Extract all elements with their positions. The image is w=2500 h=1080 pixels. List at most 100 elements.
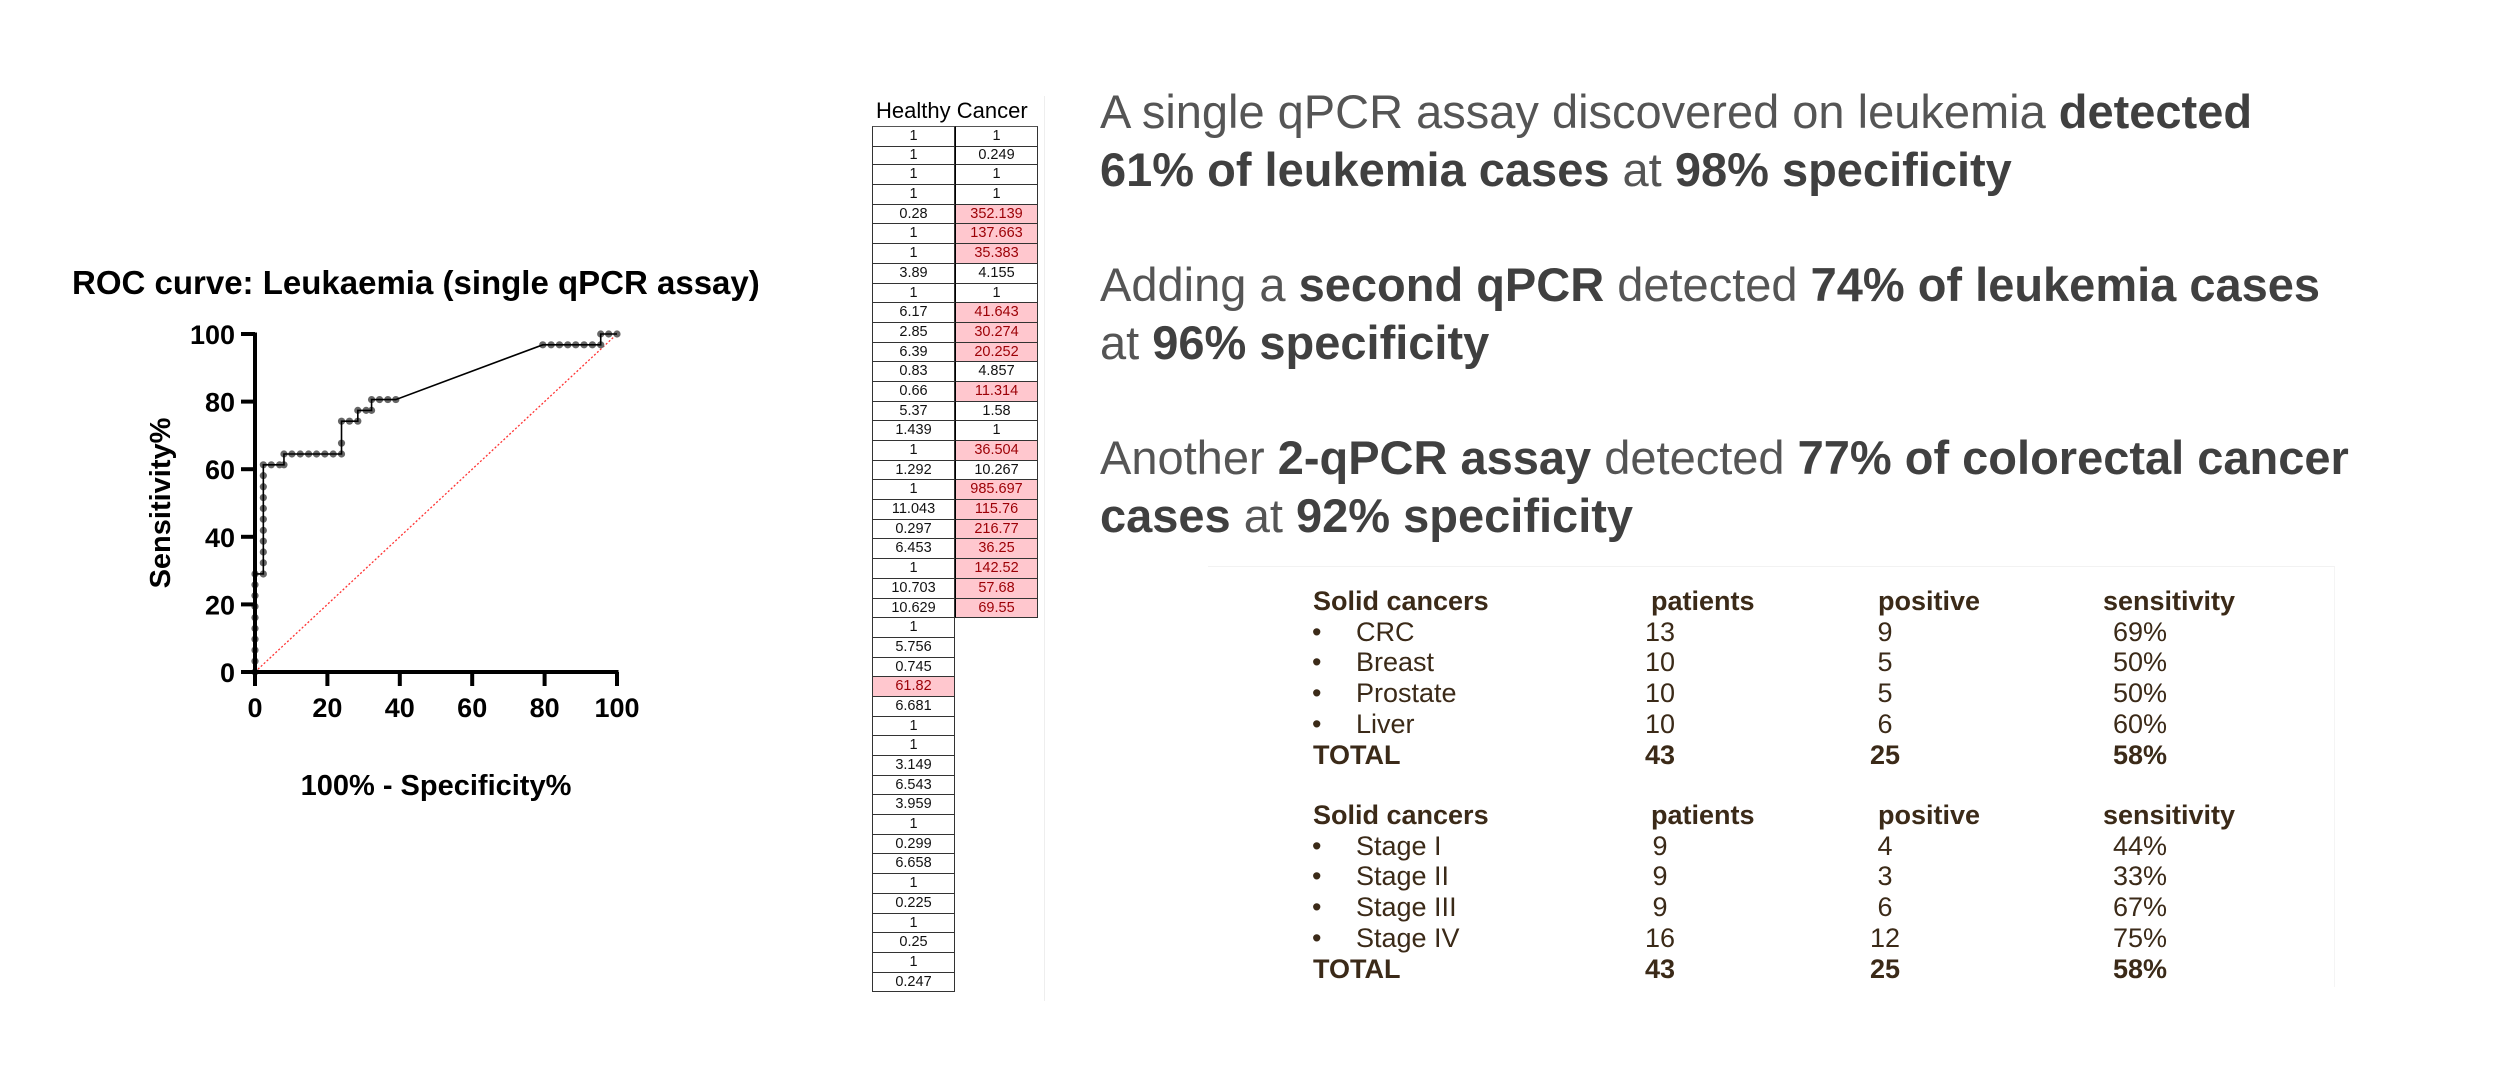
column-header: positive (1878, 800, 1981, 830)
healthy-cell: 10.629 (872, 598, 955, 619)
cancer-cell: 57.68 (955, 578, 1038, 599)
total-label: TOTAL (1313, 739, 1401, 770)
y-tick-label: 0 (220, 658, 235, 688)
row-label: Liver (1356, 708, 1415, 739)
table-row: 1 (872, 952, 1038, 973)
cancer-cell: 30.274 (955, 322, 1038, 343)
table-row: 1 35.383 (872, 244, 1038, 264)
table-row: 1 (872, 618, 1038, 638)
table-row: 6.658 (872, 854, 1038, 875)
x-tick-label: 80 (530, 693, 560, 723)
healthy-cell: 1 (872, 480, 955, 501)
healthy-cell: 1 (872, 441, 955, 461)
positive-value: 3 (1877, 861, 1893, 892)
table-row: 1 (872, 874, 1038, 894)
sensitivity-value: 75% (2112, 922, 2168, 953)
x-tick-label: 20 (312, 693, 342, 723)
column-header: patients (1651, 800, 1755, 830)
headline-text: 74% of leukemia cases (1810, 258, 2321, 311)
healthy-cell: 1 (872, 224, 955, 245)
table-row: 3.149 (872, 756, 1038, 776)
column-header: sensitivity (2103, 800, 2236, 830)
positive-value: 4 (1877, 830, 1893, 861)
cancer-cell: 35.383 (955, 244, 1038, 264)
column-header: Solid cancers (1313, 586, 1489, 616)
y-axis-label: Sensitivity% (145, 417, 177, 588)
sensitivity-value: 50% (2112, 647, 2168, 678)
healthy-cell: 1 (872, 559, 955, 579)
sensitivity-value: 50% (2112, 678, 2168, 709)
cancer-cell: 41.643 (955, 303, 1038, 323)
healthy-cell: 5.37 (872, 401, 955, 422)
table-row: 0.225 (872, 893, 1038, 914)
row-label: Breast (1356, 647, 1435, 678)
healthy-cell: 0.299 (872, 834, 955, 855)
cancer-cell: 1 (955, 165, 1038, 186)
headline-text: detected 61% of leukemia cases (1100, 85, 2253, 196)
data-table: 1 1 1 0.249 1 1 1 1 0.28 352.139 1 137.663 1 35.383 3.… (872, 126, 1038, 993)
cancer-cell: 4.155 (955, 263, 1038, 284)
positive-value: 6 (1877, 708, 1893, 739)
bullet-icon: • (1312, 678, 1322, 709)
healthy-cell: 1 (872, 952, 955, 973)
row-label: CRC (1356, 616, 1415, 647)
cancer-cell: 36.504 (955, 441, 1038, 461)
bullet-icon: • (1312, 616, 1322, 647)
cancer-cell: 1 (955, 126, 1038, 147)
healthy-cell: 0.745 (872, 657, 955, 678)
x-tick-label: 40 (385, 693, 415, 723)
bullet-icon: • (1312, 647, 1322, 678)
healthy-cell: 6.17 (872, 303, 955, 323)
solid-cancer-tables-frame (1208, 566, 2335, 987)
y-tick-label: 100 (190, 320, 235, 350)
y-tick-label: 80 (205, 388, 235, 418)
table-row: 6.39 20.252 (872, 342, 1038, 363)
table-row: 0.745 (872, 657, 1038, 678)
table-row: 5.756 (872, 637, 1038, 658)
table-row: 0.25 (872, 933, 1038, 953)
table-row: 1.439 1 (872, 421, 1038, 441)
healthy-cell: 1 (872, 815, 955, 835)
total-positive: 25 (1869, 739, 1901, 770)
positive-value: 9 (1877, 616, 1893, 647)
total-positive: 25 (1869, 953, 1901, 984)
healthy-cell: 61.82 (872, 677, 955, 697)
sensitivity-value: 33% (2112, 861, 2168, 892)
header-healthy: Healthy (876, 98, 951, 123)
table-row: 0.83 4.857 (872, 362, 1038, 382)
healthy-cell: 3.959 (872, 795, 955, 816)
chart-title: ROC curve: Leukaemia (single qPCR assay) (72, 264, 760, 301)
cancer-cell: 11.314 (955, 381, 1038, 402)
table-row: 5.37 1.58 (872, 401, 1038, 422)
cancer-cell: 352.139 (955, 204, 1038, 225)
headline-text: A single qPCR assay discovered on leukem… (1100, 85, 2059, 138)
positive-value: 6 (1877, 892, 1893, 923)
table-row: 6.681 (872, 696, 1038, 717)
headline-text: Another (1100, 431, 1278, 484)
row-label: Stage II (1356, 861, 1450, 892)
patients-value: 13 (1644, 616, 1676, 647)
healthy-cell: 1 (872, 185, 955, 205)
healthy-cell: 6.658 (872, 854, 955, 875)
healthy-cell: 1 (872, 244, 955, 264)
sensitivity-value: 60% (2112, 708, 2168, 739)
column-header: patients (1651, 586, 1755, 616)
data-table-header: Healthy Cancer (876, 98, 1028, 124)
headline-3: Another 2-qPCR assay detected 77% of col… (1100, 429, 2390, 545)
bullet-icon: • (1312, 830, 1322, 861)
table-row: 1 (872, 716, 1038, 737)
healthy-cell: 1.292 (872, 460, 955, 481)
table-row: 0.28 352.139 (872, 204, 1038, 225)
healthy-cell: 11.043 (872, 500, 955, 520)
headline-2: Adding a second qPCR detected 74% of leu… (1100, 256, 2340, 372)
headline-text: at (1609, 143, 1675, 196)
bullet-icon: • (1312, 892, 1322, 923)
table-row: 0.66 11.314 (872, 381, 1038, 402)
table-row: 1 36.504 (872, 441, 1038, 461)
reference-diagonal-line (254, 333, 618, 673)
cancer-cell: 36.25 (955, 539, 1038, 560)
sensitivity-value: 67% (2112, 892, 2168, 923)
row-label: Prostate (1356, 678, 1457, 709)
